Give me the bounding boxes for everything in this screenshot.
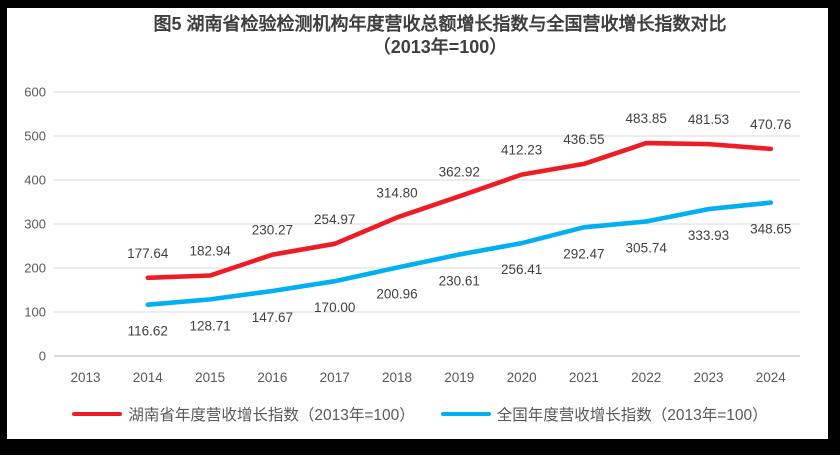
hunan-data-label-2017: 254.97 [314,212,355,227]
chart-legend: 湖南省年度营收增长指数（2013年=100） 全国年度营收增长指数（2013年=… [0,402,840,426]
chart-title-line1: 图5 湖南省检验检测机构年度营收总额增长指数与全国营收增长指数对比 [153,14,727,34]
y-axis-tick-200: 200 [24,261,46,276]
x-axis-tick-2021: 2021 [569,370,599,385]
national-data-label-2022: 305.74 [626,240,668,255]
y-axis-tick-0: 0 [39,349,46,364]
x-axis-tick-2023: 2023 [693,370,723,385]
legend-item-hunan: 湖南省年度营收增长指数（2013年=100） [72,403,415,425]
y-axis-tick-600: 600 [24,85,46,100]
hunan-data-label-2014: 177.64 [127,246,169,261]
x-axis-tick-2024: 2024 [756,370,787,385]
hunan-data-label-2021: 436.55 [563,132,604,147]
national-data-label-2020: 256.41 [501,262,542,277]
hunan-data-label-2015: 182.94 [189,244,231,259]
hunan-data-label-2024: 470.76 [750,117,791,132]
national-line-swatch [440,411,491,417]
x-axis-tick-2016: 2016 [257,370,287,385]
national-data-label-2021: 292.47 [563,246,604,261]
x-axis-tick-2020: 2020 [507,370,537,385]
national-data-label-2024: 348.65 [750,222,791,237]
x-axis-tick-2017: 2017 [320,370,350,385]
y-axis-tick-100: 100 [24,305,46,320]
hunan-data-label-2022: 483.85 [626,111,667,126]
x-axis-tick-2015: 2015 [195,370,225,385]
legend-item-national: 全国年度营收增长指数（2013年=100） [440,403,768,425]
national-data-label-2017: 170.00 [314,300,355,315]
national-data-label-2015: 128.71 [189,318,230,333]
y-axis-tick-400: 400 [24,173,46,188]
hunan-series-line [145,140,774,281]
hunan-data-label-2018: 314.80 [376,185,417,200]
national-data-label-2019: 230.61 [439,274,480,289]
hunan-line-swatch [72,411,123,417]
x-axis-tick-2019: 2019 [444,370,474,385]
x-axis-tick-2013: 2013 [70,370,100,385]
hunan-data-label-2016: 230.27 [252,223,293,238]
chart-title: 图5 湖南省检验检测机构年度营收总额增长指数与全国营收增长指数对比 （2013年… [80,13,800,59]
legend-label-national: 全国年度营收增长指数（2013年=100） [496,407,768,424]
x-axis-tick-2014: 2014 [133,370,164,385]
hunan-data-label-2019: 362.92 [439,164,480,179]
y-axis-tick-500: 500 [24,129,46,144]
national-data-label-2016: 147.67 [252,310,293,325]
national-data-label-2018: 200.96 [376,287,417,302]
legend-label-hunan: 湖南省年度营收增长指数（2013年=100） [128,407,415,424]
national-data-label-2023: 333.93 [688,228,729,243]
chart-title-line2: （2013年=100） [372,37,508,57]
hunan-data-label-2020: 412.23 [501,143,542,158]
hunan-data-label-2023: 481.53 [688,112,729,127]
x-axis-tick-2018: 2018 [382,370,412,385]
y-axis-tick-300: 300 [24,217,46,232]
national-data-label-2014: 116.62 [128,324,168,339]
national-series-line [145,200,774,307]
x-axis-tick-2022: 2022 [631,370,661,385]
